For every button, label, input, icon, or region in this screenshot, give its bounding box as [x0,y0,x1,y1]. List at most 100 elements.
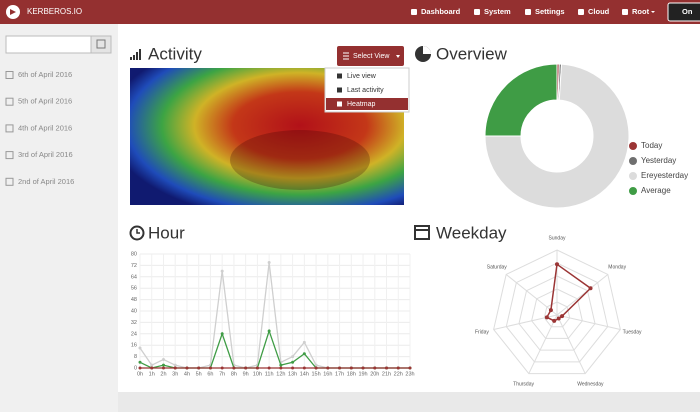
point [197,366,201,370]
date-icon [5,151,14,160]
radar-spoke [505,274,558,316]
calendar-button[interactable] [90,35,112,54]
point [302,366,306,370]
date-item[interactable]: 5th of April 2016 [18,97,72,106]
legend-swatch [629,142,637,150]
x-tick-label: 0h [137,371,143,377]
menu-icon [525,9,531,15]
menu-item[interactable]: Settings [535,7,565,16]
x-tick-label: 17h [335,371,344,377]
point [302,340,306,344]
y-tick-label: 16 [131,343,137,349]
x-tick-label: 21h [382,371,391,377]
legend-label: Yesterday [641,156,676,165]
x-tick-label: 16h [323,371,332,377]
date-item[interactable]: 2nd of April 2016 [18,177,74,186]
y-tick-label: 64 [131,274,137,280]
point [349,366,353,370]
menu-item[interactable]: Root [632,7,650,16]
legend-label: Ereyesterday [641,171,688,180]
point [302,352,306,356]
menu-item[interactable]: System [484,7,511,16]
point [161,366,165,370]
date-item[interactable]: 6th of April 2016 [18,70,72,79]
point [232,366,236,370]
date-icon [5,97,14,106]
select-view-label[interactable]: Select View [353,53,390,60]
y-tick-label: 56 [131,286,137,292]
point [220,366,224,370]
x-tick-label: 14h [300,371,309,377]
toggle[interactable] [667,2,700,22]
x-tick-label: 23h [405,371,414,377]
y-tick-label: 0 [134,365,137,371]
radar-point [555,262,559,267]
x-tick-label: 12h [276,371,285,377]
radar-ring [518,275,596,351]
hour-title: Hour [148,223,185,242]
toggle-label[interactable]: On [682,7,693,16]
menu-item[interactable]: Dashboard [421,7,461,16]
point [291,360,295,364]
point [314,363,318,367]
menu-item[interactable]: Cloud [588,7,610,16]
date-item[interactable]: 4th of April 2016 [18,123,72,132]
date-icon [5,177,14,186]
point [138,360,142,364]
legend-label: Average [641,186,671,195]
x-tick-label: 18h [347,371,356,377]
donut-segment [484,63,630,209]
point [150,363,154,367]
point [150,366,154,370]
dropdown-option[interactable]: Live view [347,73,377,80]
point [267,329,271,333]
point [244,366,248,370]
dropdown-option[interactable]: Last activity [347,87,384,94]
radar-point [544,315,549,320]
x-tick-label: 5h [196,371,202,377]
point [185,366,189,370]
sidebar [0,24,118,412]
dropdown-option[interactable]: Heatmap [347,101,376,108]
weekday-title: Weekday [436,223,507,242]
point [220,269,224,273]
radar-label: Thursday [513,382,534,388]
option-highlight [326,98,408,110]
point [138,346,142,350]
point [267,366,271,370]
point [291,355,295,359]
x-tick-label: 11h [265,371,274,377]
radar-label: Saturday [487,264,508,270]
radar-point [552,318,557,323]
point [326,366,330,370]
menu-icon [622,9,628,15]
y-tick-label: 32 [131,320,137,326]
select-view-button[interactable] [337,46,404,66]
date-item[interactable]: 3rd of April 2016 [18,150,73,159]
point [385,366,389,370]
x-tick-label: 4h [184,371,190,377]
radar-label: Sunday [549,235,566,241]
brand[interactable]: KERBEROS.IO [27,7,82,16]
point [138,366,142,370]
point [161,363,165,367]
x-tick-label: 6h [207,371,213,377]
point [408,366,412,370]
point [267,261,271,265]
date-input[interactable] [5,35,93,54]
y-tick-label: 8 [134,354,137,360]
y-tick-label: 80 [131,251,137,257]
point [161,357,165,361]
activity-title: Activity [148,44,202,63]
menu-icon [411,9,417,15]
x-tick-label: 19h [358,371,367,377]
point [314,366,318,370]
x-tick-label: 1h [149,371,155,377]
x-tick-label: 10h [253,371,262,377]
x-tick-label: 8h [231,371,237,377]
radar-spoke [528,314,558,374]
legend-swatch [629,172,637,180]
point [338,366,342,370]
x-tick-label: 22h [394,371,403,377]
